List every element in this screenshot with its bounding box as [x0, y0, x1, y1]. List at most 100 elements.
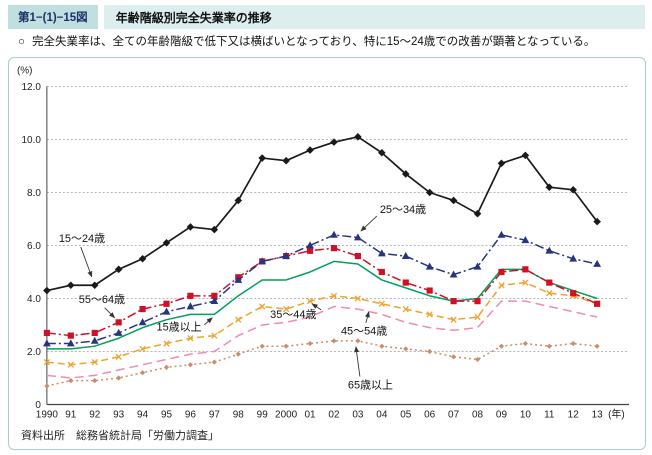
bullet-circle-icon: ○ [18, 36, 25, 48]
annotation-label-age-55-64: 55〜64歳 [79, 293, 125, 306]
point-marker [427, 348, 433, 355]
x-tick-label: 91 [65, 409, 77, 420]
point-marker [521, 236, 530, 244]
point-marker [498, 268, 505, 276]
annotation-arrow-age-35-44 [311, 303, 322, 311]
point-marker [546, 290, 553, 297]
point-marker [521, 151, 530, 160]
series-line-age-15-over [46, 260, 598, 350]
point-marker [68, 378, 74, 384]
point-marker [331, 338, 337, 344]
point-marker [473, 262, 482, 270]
point-marker [67, 332, 74, 339]
annotation-label-age-15-over: 15歳以上 [157, 321, 202, 334]
point-marker [449, 196, 458, 205]
y-axis-unit-label: (%) [17, 66, 32, 77]
point-marker [522, 340, 528, 347]
x-tick-label: 2000 [275, 409, 298, 420]
point-marker [450, 316, 457, 323]
point-marker [186, 223, 195, 231]
point-marker [234, 275, 243, 283]
point-marker [282, 305, 290, 313]
annotation-label-age-65-over: 65歳以上 [348, 379, 393, 392]
y-tick-label: 0 [35, 400, 41, 411]
x-tick-label: 02 [328, 409, 340, 420]
point-marker [139, 370, 146, 376]
series-line-age-35-44 [46, 281, 598, 366]
x-tick-label: 12 [568, 409, 580, 420]
annotation-label-age-35-44: 35〜44歳 [270, 308, 316, 321]
point-marker [354, 295, 362, 302]
point-marker [330, 230, 338, 238]
point-marker [449, 270, 458, 278]
point-marker [114, 265, 123, 274]
series-line-age-65-over [46, 340, 598, 387]
series-line-age-15-24 [46, 135, 598, 292]
point-marker [377, 249, 386, 257]
x-tick-label: 1990 [36, 409, 59, 420]
point-marker [234, 196, 243, 205]
point-marker [426, 287, 433, 294]
point-marker [187, 362, 194, 368]
point-marker [354, 133, 362, 141]
point-marker [211, 359, 217, 365]
point-marker [162, 239, 171, 247]
point-marker [474, 313, 481, 321]
point-marker [401, 251, 410, 259]
point-marker [138, 318, 147, 326]
point-marker [259, 343, 265, 349]
x-tick-label: 01 [305, 409, 317, 420]
point-marker [307, 340, 313, 347]
annotation-arrow-age-25-34 [360, 215, 378, 232]
point-marker [498, 343, 505, 349]
y-tick-label: 12.0 [22, 82, 42, 93]
point-marker [187, 292, 194, 299]
point-marker [354, 253, 361, 260]
point-marker [426, 311, 433, 318]
annotation-arrow-age-55-64 [104, 307, 116, 319]
point-marker [42, 339, 51, 347]
point-marker [116, 375, 122, 381]
x-tick-label: 04 [376, 409, 388, 420]
point-marker [570, 290, 577, 297]
point-marker [425, 262, 434, 270]
point-marker [91, 329, 98, 337]
point-marker [43, 358, 51, 366]
point-marker [115, 353, 122, 360]
point-marker [498, 282, 505, 289]
point-marker [283, 343, 289, 349]
point-marker [594, 300, 601, 307]
point-marker [187, 335, 194, 342]
point-marker [282, 251, 291, 259]
point-marker [211, 292, 218, 299]
point-marker [44, 383, 50, 389]
annotation-label-age-25-34: 25〜34歳 [380, 203, 426, 216]
point-marker [162, 307, 171, 315]
point-marker [114, 328, 123, 336]
point-marker [473, 209, 482, 218]
point-marker [43, 329, 50, 337]
point-marker [139, 306, 146, 313]
point-marker [115, 319, 122, 326]
point-marker [306, 247, 314, 254]
x-tick-label: 98 [233, 409, 245, 420]
chart-panel: 0 2.0 4.0 6.0 8.0 10.0 12.0 (%) 1990 91 92 93 94 95 96… [8, 57, 646, 450]
x-tick-label: 07 [448, 409, 460, 420]
point-marker [546, 279, 553, 286]
point-marker [378, 268, 385, 276]
point-marker [594, 343, 600, 349]
point-marker [522, 279, 529, 286]
x-tick-label: 99 [257, 409, 269, 420]
figure-title: 年齢階級別完全失業率の推移 [103, 5, 645, 29]
x-tick-label: 06 [424, 409, 436, 420]
annotation-arrow-age-15-over [204, 317, 213, 326]
x-tick-label: 05 [400, 409, 412, 420]
source-note: 資料出所 総務省統計局「労働力調査」 [21, 430, 219, 442]
point-marker [43, 286, 51, 295]
point-marker [379, 343, 385, 349]
annotation-label-age-15-24: 15〜24歳 [59, 232, 105, 245]
x-tick-label: 93 [113, 409, 125, 420]
x-tick-label: 95 [161, 409, 173, 420]
point-marker [593, 259, 602, 267]
point-marker [91, 358, 98, 366]
